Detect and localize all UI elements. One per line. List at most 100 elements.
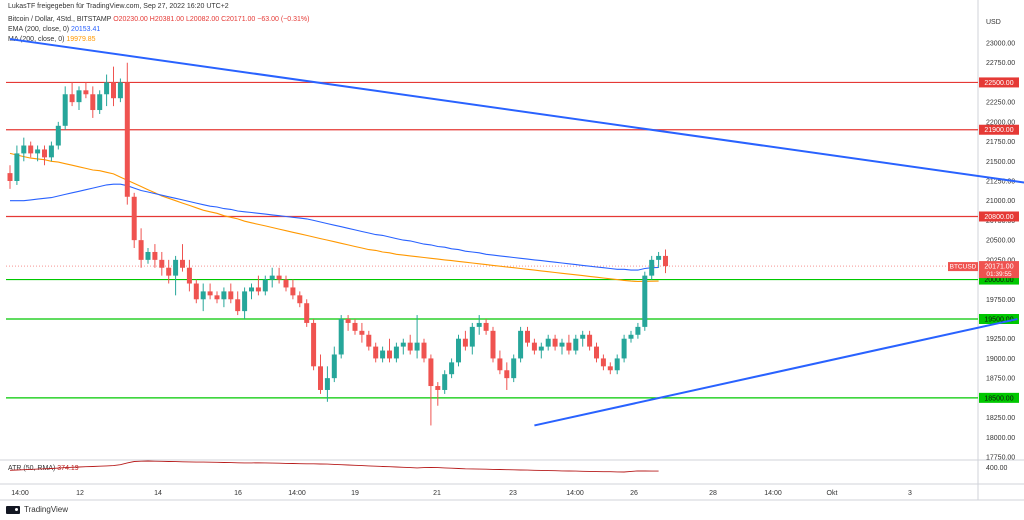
candle-body bbox=[269, 275, 275, 280]
candle-body bbox=[276, 275, 282, 280]
footer: TradingView bbox=[6, 505, 68, 514]
ohlc-close: C20171.00 bbox=[221, 16, 256, 23]
candle-body bbox=[42, 149, 47, 158]
trendline-descending bbox=[9, 38, 1024, 184]
y-tick-label: 17750.00 bbox=[986, 455, 1015, 462]
candle-body bbox=[621, 338, 627, 359]
y-tick-label: 22750.00 bbox=[986, 60, 1015, 67]
candle-body bbox=[331, 354, 337, 379]
candle-body bbox=[283, 279, 289, 288]
y-tick-label: 20250.00 bbox=[986, 257, 1015, 264]
candle-body bbox=[545, 338, 551, 347]
candle-body bbox=[462, 338, 468, 347]
candle-body bbox=[69, 94, 75, 103]
candle-body bbox=[214, 295, 220, 300]
candle-body bbox=[435, 386, 441, 390]
ema-label: EMA (200, close, 0) bbox=[8, 26, 70, 33]
candle-body bbox=[483, 322, 489, 331]
candle-body bbox=[228, 291, 234, 300]
candle-body bbox=[476, 322, 482, 327]
symbol-title: Bitcoin / Dollar, 4Std., BITSTAMP bbox=[8, 16, 112, 23]
candle-body bbox=[400, 342, 406, 347]
level-label: 19500.00 bbox=[984, 317, 1013, 324]
x-tick-label: 14 bbox=[154, 490, 162, 497]
y-tick-label: 21250.00 bbox=[986, 179, 1015, 186]
ma-value: 19979.85 bbox=[66, 36, 96, 43]
candle-body bbox=[166, 267, 172, 276]
last-price-tag bbox=[979, 261, 1019, 279]
level-tag-support bbox=[979, 392, 1019, 403]
candle-body bbox=[359, 330, 365, 335]
candle-body bbox=[518, 330, 524, 359]
ma-label: MA (200, close, 0) bbox=[8, 36, 65, 43]
level-tag-support bbox=[979, 274, 1019, 285]
level-label: 18500.00 bbox=[984, 395, 1013, 402]
candle-body bbox=[111, 82, 116, 99]
candle-body bbox=[511, 358, 517, 379]
y-tick-label: 22250.00 bbox=[986, 100, 1015, 107]
y-tick-label: 19750.00 bbox=[986, 297, 1015, 304]
candle-body bbox=[414, 342, 420, 351]
candle-body bbox=[649, 259, 655, 276]
candle-body bbox=[559, 342, 565, 347]
candle-body bbox=[235, 299, 241, 312]
candle-body bbox=[373, 346, 379, 359]
x-tick-label: 23 bbox=[509, 490, 517, 497]
x-tick-label: 3 bbox=[908, 490, 912, 497]
candle-body bbox=[345, 319, 351, 323]
candle-body bbox=[186, 267, 192, 284]
last-price-label: 20171.00 bbox=[984, 264, 1013, 271]
symbol-row: Bitcoin / Dollar, 4Std., BITSTAMP O20230… bbox=[8, 16, 309, 23]
candle-body bbox=[607, 366, 613, 371]
candle-body bbox=[594, 346, 599, 359]
candle-body bbox=[104, 82, 110, 95]
candle-body bbox=[538, 346, 544, 351]
y-tick-label: 19250.00 bbox=[986, 336, 1015, 343]
level-tag-support bbox=[979, 314, 1019, 324]
y-tick-label: 18000.00 bbox=[986, 435, 1015, 442]
candle-body bbox=[7, 173, 13, 181]
x-tick-label: Okt bbox=[827, 490, 838, 497]
candle-body bbox=[14, 153, 20, 181]
y-tick-label: 23000.00 bbox=[986, 41, 1015, 48]
candle-body bbox=[663, 255, 668, 267]
candle-body bbox=[366, 334, 372, 347]
x-tick-label: 19 bbox=[351, 490, 359, 497]
x-tick-label: 26 bbox=[630, 490, 638, 497]
y-tick-label: 22000.00 bbox=[986, 119, 1015, 126]
candle-body bbox=[117, 82, 123, 99]
candle-body bbox=[249, 287, 254, 292]
level-tag-resistance bbox=[979, 124, 1019, 135]
candle-body bbox=[297, 295, 303, 304]
level-label: 22500.00 bbox=[984, 80, 1013, 87]
tradingview-logo-icon bbox=[6, 505, 20, 514]
candle-body bbox=[614, 358, 620, 371]
candle-body bbox=[76, 90, 82, 103]
candle-body bbox=[255, 287, 261, 292]
candle-body bbox=[393, 346, 399, 359]
x-tick-label: 16 bbox=[234, 490, 242, 497]
ma-legend[interactable]: MA (200, close, 0) 19979.85 bbox=[8, 36, 96, 43]
candle-body bbox=[304, 303, 310, 323]
candle-body bbox=[193, 283, 199, 300]
candle-body bbox=[145, 251, 151, 260]
ohlc-low: L20082.00 bbox=[186, 16, 220, 23]
candle-body bbox=[338, 319, 344, 355]
level-tag-resistance bbox=[979, 77, 1019, 88]
level-label: 21900.00 bbox=[984, 127, 1013, 134]
atr-legend[interactable]: ATR (50, RMA) 374.19 bbox=[8, 465, 79, 472]
x-tick-label: 28 bbox=[709, 490, 717, 497]
candle-body bbox=[90, 94, 96, 111]
candle-body bbox=[628, 334, 634, 339]
y-tick-label: 21500.00 bbox=[986, 159, 1015, 166]
x-tick-label: 12 bbox=[76, 490, 84, 497]
candle-body bbox=[35, 149, 41, 154]
ema-legend[interactable]: EMA (200, close, 0) 20153.41 bbox=[8, 26, 100, 33]
footer-brand: TradingView bbox=[24, 505, 69, 514]
candle-body bbox=[311, 322, 317, 367]
candle-body bbox=[387, 350, 392, 359]
y-tick-label: 20500.00 bbox=[986, 238, 1015, 245]
candle-body bbox=[531, 342, 537, 351]
ema-200-line bbox=[10, 183, 659, 271]
